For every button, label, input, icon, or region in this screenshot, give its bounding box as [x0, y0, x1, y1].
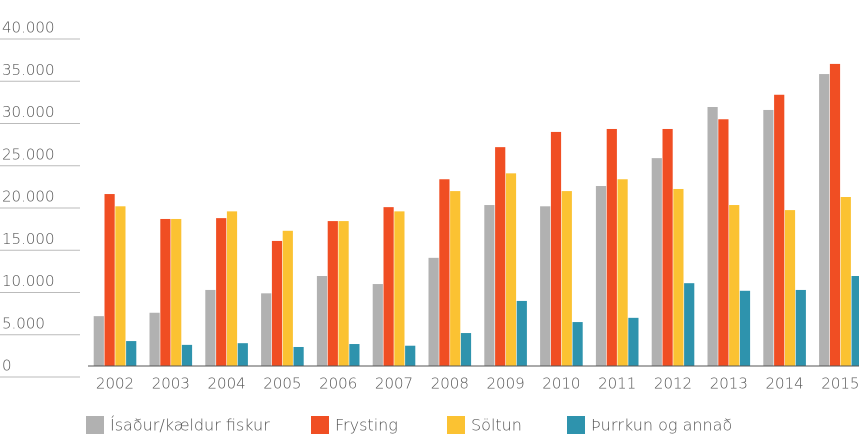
bar	[349, 344, 360, 366]
y-tick-label: 5.000	[2, 314, 45, 332]
bar	[540, 206, 551, 366]
x-tick-label: 2015	[821, 375, 859, 393]
bar	[784, 210, 796, 366]
legend-swatch	[567, 416, 585, 434]
bar	[327, 221, 338, 366]
bar	[484, 205, 495, 366]
y-tick-label: 20.000	[2, 188, 55, 206]
bar	[718, 119, 729, 366]
x-tick-label: 2010	[542, 375, 580, 393]
bar	[662, 128, 673, 366]
bar	[405, 345, 416, 366]
x-tick-label: 2011	[598, 375, 636, 393]
bar	[93, 316, 104, 366]
y-tick-label: 10.000	[2, 272, 55, 290]
bar	[338, 221, 349, 366]
bar	[617, 179, 628, 366]
y-tick-label: 0	[2, 357, 12, 375]
bar	[505, 173, 517, 366]
bar	[606, 128, 617, 366]
bar	[651, 158, 662, 366]
x-tick-label: 2012	[654, 375, 692, 393]
bar	[181, 344, 193, 366]
x-tick-label: 2008	[431, 375, 469, 393]
x-tick-label: 2006	[319, 375, 357, 393]
x-tick-label: 2014	[766, 375, 804, 393]
bar	[450, 191, 461, 366]
y-tick-label: 30.000	[2, 103, 55, 121]
bar	[707, 107, 718, 366]
bar	[149, 312, 160, 366]
x-tick-label: 2009	[487, 375, 525, 393]
bar	[819, 74, 830, 367]
legend-label: Söltun	[471, 416, 522, 435]
bar	[840, 197, 851, 366]
legend-label: Frysting	[335, 416, 398, 435]
bar	[282, 230, 293, 366]
x-tick-label: 2005	[263, 375, 301, 393]
bar	[673, 188, 684, 366]
bar	[216, 218, 227, 366]
bar	[126, 341, 137, 366]
bar	[271, 240, 283, 366]
bar	[226, 211, 238, 366]
bar	[383, 207, 394, 366]
bar	[237, 343, 248, 366]
bar	[795, 289, 806, 366]
legend-swatch	[447, 416, 465, 434]
bar	[115, 206, 126, 366]
bar	[171, 218, 182, 366]
x-tick-label: 2004	[208, 375, 246, 393]
legend-label: Ísaður/kældur fiskur	[110, 416, 270, 435]
bar	[428, 257, 439, 366]
bar	[104, 194, 115, 366]
bar	[851, 276, 859, 366]
bar	[460, 333, 472, 366]
bar	[572, 322, 583, 366]
x-tick-label: 2007	[375, 375, 413, 393]
bar	[439, 179, 450, 366]
y-tick-label: 40.000	[2, 19, 55, 37]
bar	[628, 317, 639, 366]
bar	[561, 191, 572, 366]
x-tick-label: 2002	[96, 375, 134, 393]
bar	[160, 218, 171, 366]
y-tick-label: 15.000	[2, 230, 55, 248]
x-tick-label: 2013	[710, 375, 748, 393]
bar	[729, 205, 740, 366]
bar	[261, 293, 272, 366]
bar	[495, 147, 506, 366]
bar	[684, 283, 695, 366]
y-tick-label: 35.000	[2, 61, 55, 79]
bar	[372, 284, 383, 366]
bar	[394, 211, 405, 366]
bar	[739, 290, 751, 366]
bar	[550, 131, 562, 366]
bar	[516, 300, 527, 366]
legend-swatch	[86, 416, 104, 434]
bar	[595, 186, 607, 366]
y-tick-label: 25.000	[2, 145, 55, 163]
legend-label: Þurrkun og annað	[591, 416, 732, 435]
legend-swatch	[311, 416, 329, 434]
bar	[829, 63, 841, 366]
bar	[774, 94, 785, 366]
x-tick-label: 2003	[152, 375, 190, 393]
bar	[763, 109, 774, 366]
bar	[293, 346, 304, 366]
bar	[205, 289, 216, 366]
bar	[316, 276, 328, 366]
